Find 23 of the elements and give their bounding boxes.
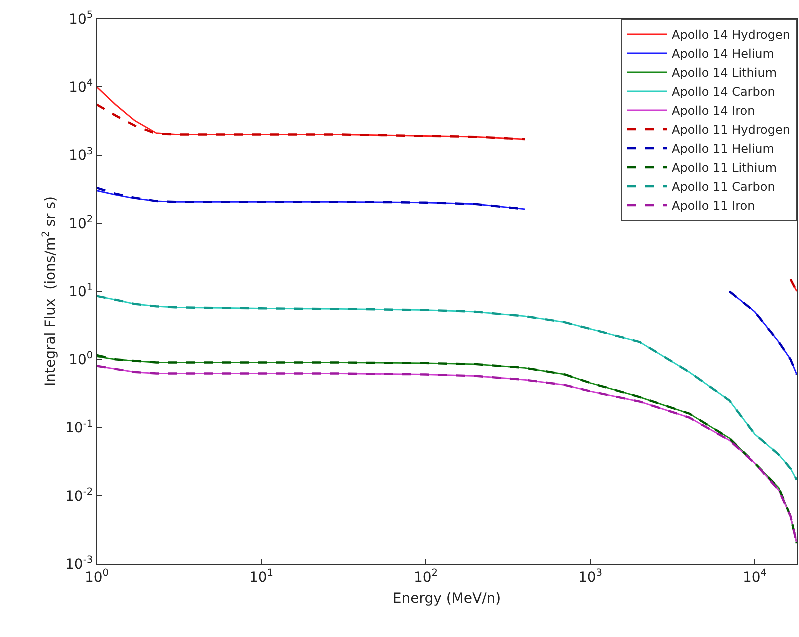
legend-label: Apollo 11 Hydrogen	[672, 123, 790, 138]
legend-label: Apollo 11 Lithium	[672, 161, 778, 176]
legend-label: Apollo 14 Lithium	[672, 66, 778, 80]
y-tick-label: 10$^{3}$	[69, 146, 94, 164]
y-tick-label: 10$^{-2}$	[65, 486, 94, 505]
x-tick-label: 10$^{1}$	[249, 568, 274, 586]
y-tick-label: 10$^{4}$	[69, 78, 94, 96]
y-tick-label: 10$^{1}$	[69, 282, 94, 300]
y-tick-label: 10$^{5}$	[69, 10, 94, 28]
legend-label: Apollo 11 Carbon	[672, 180, 776, 194]
x-axis-title: Energy (MeV/n)	[392, 591, 502, 608]
legend-label: Apollo 14 Helium	[672, 47, 774, 62]
legend-label: Apollo 14 Carbon	[672, 85, 776, 100]
y-tick-label: 10$^{0}$	[69, 350, 94, 369]
legend-label: Apollo 14 Iron	[672, 104, 756, 118]
x-tick-label: 10$^{2}$	[414, 568, 438, 586]
x-tick-label: 10$^{3}$	[578, 568, 603, 586]
legend-label: Apollo 14 Hydrogen	[672, 28, 790, 42]
legend-label: Apollo 11 Helium	[672, 142, 774, 156]
y-tick-label: 10$^{-1}$	[65, 418, 94, 437]
y-tick-label: 10$^{2}$	[69, 214, 94, 232]
x-tick-label: 10$^{4}$	[742, 568, 768, 586]
legend-label: Apollo 11 Iron	[672, 199, 756, 214]
